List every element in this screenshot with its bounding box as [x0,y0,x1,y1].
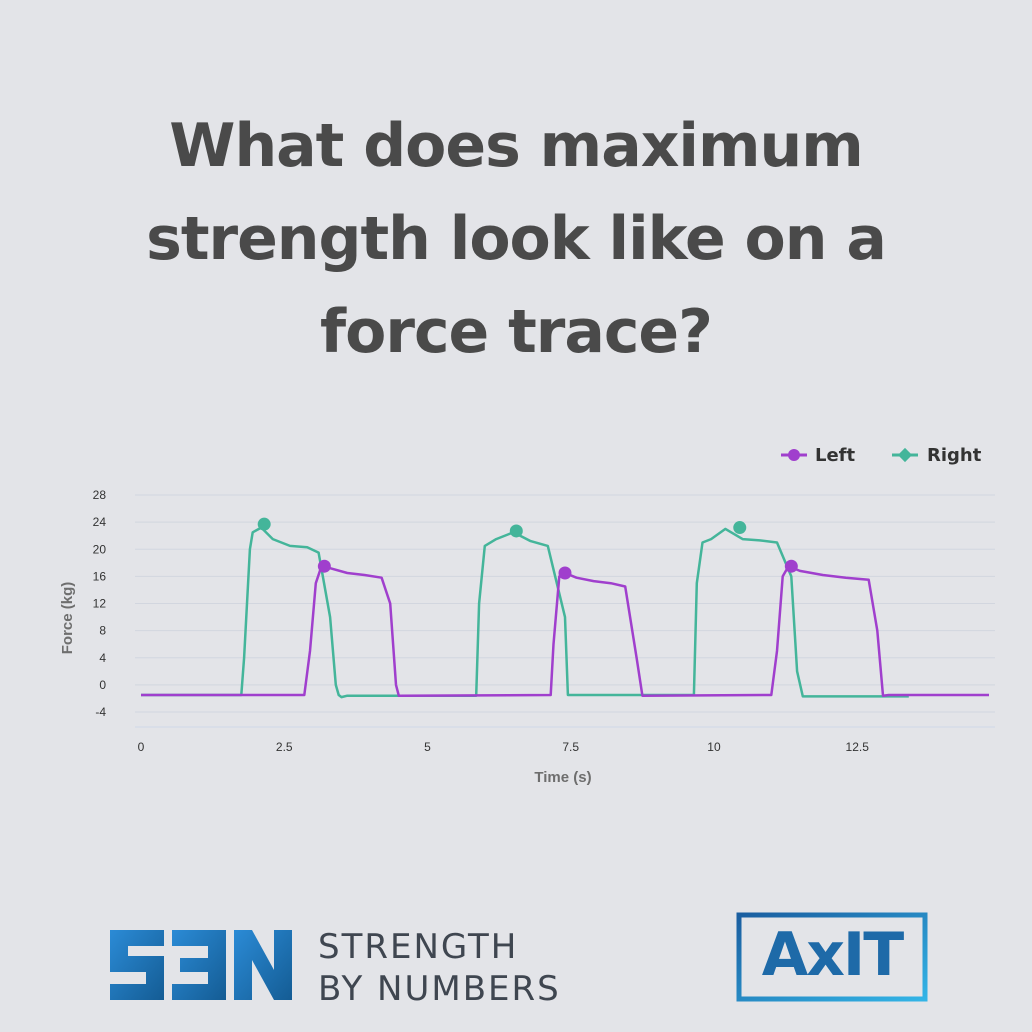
headline-line-1: What does maximum [169,111,863,181]
legend-left-marker [788,449,800,461]
peak-marker-left[interactable] [317,559,331,573]
y-tick-label: 0 [99,678,106,692]
x-tick-label: 2.5 [276,740,293,754]
peak-marker-right[interactable] [257,517,271,531]
y-tick-label: 28 [93,488,107,502]
y-tick-label: -4 [95,705,106,719]
x-axis-title: Time (s) [534,769,591,786]
x-tick-label: 12.5 [846,740,870,754]
x-tick-label: 10 [707,740,721,754]
series-line-right [141,526,909,699]
y-axis-ticks: 28 24 20 16 12 8 4 0 -4 [93,488,107,719]
headline-line-3: force trace? [320,297,713,367]
y-tick-label: 20 [93,542,107,556]
peak-marker-left[interactable] [784,559,798,573]
headline-line-2: strength look like on a [146,204,887,274]
sbn-line-2: BY NUMBERS [318,969,561,1009]
series-lines [141,526,989,699]
legend[interactable]: Left Right [781,445,982,466]
peak-marker-right[interactable] [509,524,523,538]
peak-marker-left[interactable] [558,566,572,580]
axit-frame [736,912,928,1002]
legend-left-label: Left [815,445,856,466]
headline: What does maximum strength look like on … [0,100,1032,379]
peak-marker-right[interactable] [733,521,747,535]
axit-wordmark: AxIT [761,920,904,990]
y-tick-label: 8 [99,624,106,638]
sbn-line-1: STRENGTH [318,927,519,967]
peak-markers [257,517,798,580]
legend-item-left[interactable]: Left [781,445,856,466]
series-line-left [141,564,989,697]
legend-right-label: Right [927,445,982,466]
y-tick-label: 24 [93,515,107,529]
sbn-mark-logo [110,930,292,1000]
x-tick-label: 7.5 [562,740,579,754]
y-tick-label: 16 [93,569,107,583]
x-tick-label: 0 [138,740,145,754]
y-tick-label: 12 [93,597,107,611]
axit-logo: AxIT [736,912,928,1002]
legend-right-marker [897,447,913,463]
sbn-logo: STRENGTH BY NUMBERS [106,920,606,1010]
x-tick-label: 5 [424,740,431,754]
x-axis-ticks: 0 2.5 5 7.5 10 12.5 [138,740,870,754]
y-axis-title: Force (kg) [59,582,76,655]
y-tick-label: 4 [99,651,106,665]
sbn-wordmark: STRENGTH BY NUMBERS [318,926,561,1010]
legend-item-right[interactable]: Right [892,445,982,466]
